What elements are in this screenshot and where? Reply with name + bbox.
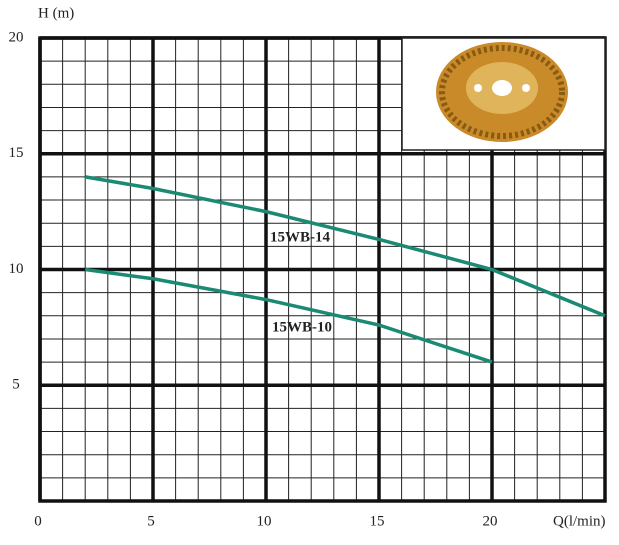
- y-tick-label: 10: [9, 261, 24, 277]
- series-label: 15WB-10: [272, 319, 332, 335]
- series-line: [84, 267, 493, 364]
- y-axis-label: H (m): [38, 5, 74, 21]
- grid: [38, 36, 605, 501]
- x-tick-label: 0: [34, 513, 42, 529]
- series-line: [84, 175, 606, 318]
- y-tick-label: 15: [9, 145, 24, 161]
- impeller-hole: [474, 84, 482, 92]
- series-label: 15WB-14: [270, 229, 331, 245]
- plot-border: [38, 36, 607, 503]
- y-tick-label: 5: [12, 377, 20, 393]
- x-tick-label: 20: [483, 513, 498, 529]
- impeller-vanes: [439, 45, 565, 139]
- impeller-bore: [492, 80, 512, 96]
- impeller-hole: [522, 84, 530, 92]
- x-tick-label: 10: [257, 513, 272, 529]
- x-tick-label: 15: [370, 513, 385, 529]
- x-axis-label: Q(l/min): [553, 513, 606, 529]
- y-tick-label: 20: [9, 29, 24, 45]
- impeller-photo: [401, 37, 606, 151]
- x-tick-label: 5: [147, 513, 155, 529]
